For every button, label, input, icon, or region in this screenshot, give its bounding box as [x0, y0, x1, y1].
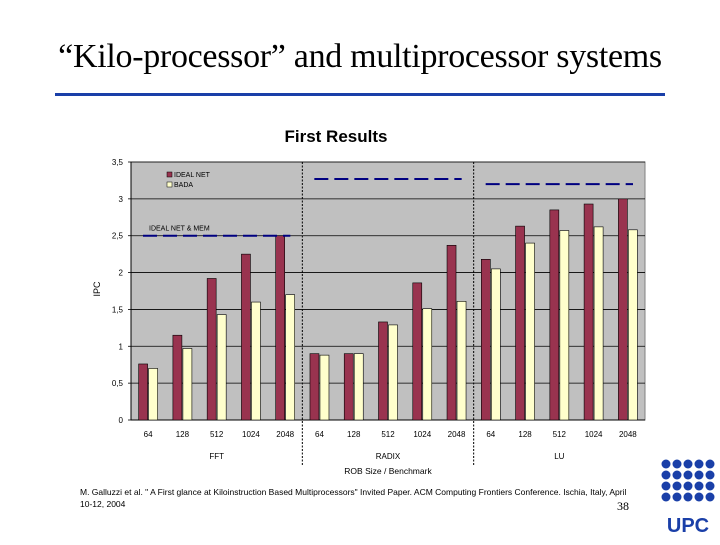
- bar-bada: [353, 353, 364, 421]
- legend-swatch-bada: [166, 181, 173, 188]
- chart-title: First Results: [285, 127, 388, 146]
- legend-label-ideal-net: IDEAL NET: [174, 172, 211, 179]
- logo-dot: [694, 470, 704, 480]
- logo-dot: [705, 492, 715, 502]
- bar-bada: [216, 314, 227, 421]
- x-tick-label: 64: [144, 430, 153, 439]
- logo-dot: [683, 459, 693, 469]
- bar-bada: [319, 354, 330, 421]
- logo-dot: [683, 492, 693, 502]
- bar-ideal-net: [206, 278, 217, 421]
- bar-bada: [525, 242, 535, 421]
- bar-ideal-net: [172, 334, 183, 421]
- bar-ideal-net: [446, 244, 457, 421]
- title-underline: [55, 93, 665, 96]
- logo-dot: [661, 459, 671, 469]
- plot-background: [130, 161, 646, 421]
- logo-dot: [672, 481, 682, 491]
- bar-ideal-net: [412, 282, 423, 421]
- bar-ideal-net: [241, 253, 251, 421]
- logo-dot: [661, 470, 671, 480]
- bar-ideal-net: [618, 198, 628, 421]
- bar-bada: [148, 368, 158, 421]
- bar-bada: [593, 226, 604, 421]
- bar-bada: [285, 294, 296, 421]
- svg-text:UPC: UPC: [667, 515, 709, 536]
- x-tick-label: 2048: [448, 430, 466, 439]
- y-tick-label: 1,5: [112, 305, 124, 314]
- bar-bada: [628, 229, 638, 421]
- x-tick-label: 2048: [619, 430, 637, 439]
- group-label: FFT: [209, 452, 224, 461]
- bar-bada: [490, 268, 501, 421]
- x-tick-label: 64: [486, 430, 495, 439]
- logo-dot: [694, 459, 704, 469]
- y-tick-label: 2: [119, 269, 124, 278]
- logo-dot: [683, 470, 693, 480]
- logo-dot: [694, 492, 704, 502]
- x-tick-label: 512: [210, 430, 224, 439]
- bar-ideal-net: [309, 353, 320, 421]
- logo-dot: [694, 481, 704, 491]
- logo-dot: [705, 459, 715, 469]
- bar-ideal-net: [480, 259, 491, 421]
- bar-bada: [422, 308, 433, 421]
- x-tick-label: 512: [553, 430, 567, 439]
- bar-bada: [388, 324, 398, 421]
- logo-dot: [705, 481, 715, 491]
- logo-dot: [672, 470, 682, 480]
- x-tick-label: 1024: [413, 430, 431, 439]
- logo-dot: [672, 459, 682, 469]
- y-tick-label: 0: [119, 416, 124, 425]
- bar-ideal-net: [583, 203, 594, 421]
- bar-ideal-net: [515, 225, 525, 421]
- x-axis-label: ROB Size / Benchmark: [344, 466, 432, 476]
- page-number: 38: [617, 499, 629, 513]
- logo-dot: [683, 481, 693, 491]
- x-tick-label: 128: [518, 430, 532, 439]
- y-axis-label: IPC: [92, 281, 102, 297]
- legend-label-bada: BADA: [174, 182, 193, 189]
- bar-ideal-net: [378, 321, 388, 421]
- upc-logo: UPC: [660, 458, 716, 537]
- y-tick-label: 2,5: [112, 232, 124, 241]
- x-tick-label: 1024: [242, 430, 260, 439]
- group-label: RADIX: [376, 452, 401, 461]
- logo-dot: [705, 470, 715, 480]
- x-tick-label: 512: [381, 430, 395, 439]
- y-tick-label: 0,5: [112, 379, 124, 388]
- x-tick-label: 128: [347, 430, 361, 439]
- bar-bada: [251, 301, 261, 421]
- bar-bada: [182, 348, 193, 421]
- citation: M. Galluzzi et al. " A First glance at K…: [80, 487, 627, 509]
- x-tick-label: 1024: [585, 430, 603, 439]
- bar-ideal-net: [343, 353, 354, 421]
- bar-bada: [456, 301, 467, 421]
- y-tick-label: 3: [119, 195, 124, 204]
- bar-ideal-net: [138, 363, 148, 421]
- bar-ideal-net: [549, 209, 560, 421]
- reference-line-label: IDEAL NET & MEM: [149, 226, 210, 233]
- x-tick-label: 2048: [276, 430, 294, 439]
- x-tick-label: 128: [176, 430, 190, 439]
- slide-title: “Kilo-processor” and multiprocessor syst…: [58, 38, 662, 75]
- bar-ideal-net: [275, 235, 286, 421]
- logo-dot: [661, 492, 671, 502]
- plot-area: 0 0,5 1 1,5 2 2,5 3 3,5 64 128 512 1024 2048 FFT IDEAL…: [112, 158, 646, 465]
- y-tick-label: 3,5: [112, 158, 124, 167]
- logo-dot: [661, 481, 671, 491]
- legend-swatch-ideal-net: [166, 171, 173, 178]
- logo-dot: [672, 492, 682, 502]
- group-label: LU: [554, 452, 564, 461]
- y-tick-label: 1: [119, 342, 124, 351]
- bar-bada: [559, 230, 570, 421]
- x-tick-label: 64: [315, 430, 324, 439]
- upc-logo-graphic: UPC: [661, 459, 715, 537]
